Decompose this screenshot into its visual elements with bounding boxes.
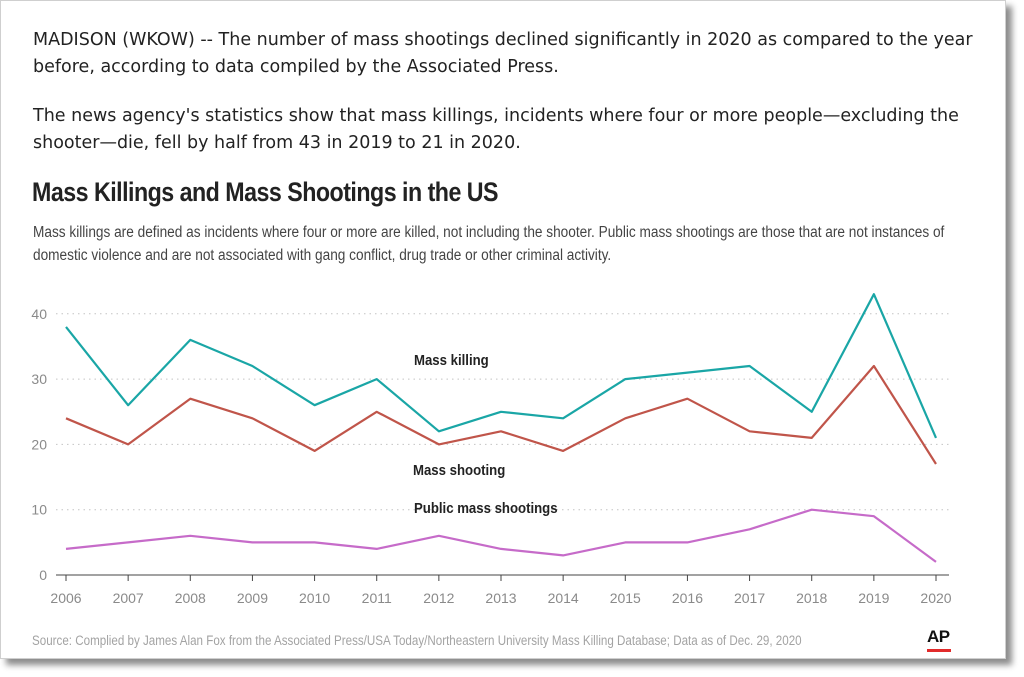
ap-logo-text: AP (927, 627, 950, 646)
chart-subtitle: Mass killings are defined as incidents w… (33, 224, 945, 264)
series-line-public-mass-shootings (65, 508, 937, 563)
chart-title: Mass Killings and Mass Shootings in the … (32, 177, 499, 207)
x-tick-label: 2020 (920, 590, 951, 606)
x-tick-label: 2009 (237, 590, 268, 606)
line-chart: 0 10 20 30 40 2006 2007 2008 2009 2010 2011 2012 201… (31, 293, 952, 606)
series-line-mass-killing (65, 293, 938, 439)
x-tick-label: 2007 (113, 590, 144, 606)
article-paragraph-2: The news agency's statistics show that m… (33, 106, 959, 153)
ap-logo-underline (927, 649, 951, 652)
chart-source: Source: Complied by James Alan Fox from … (32, 633, 802, 648)
y-tick-label: 20 (31, 436, 47, 452)
x-tick-label: 2015 (610, 590, 641, 606)
y-tick-label: 0 (39, 567, 47, 583)
series-line-mass-shooting (65, 364, 937, 465)
x-tick-label: 2019 (858, 590, 889, 606)
x-tick-label: 2014 (548, 590, 579, 606)
x-tick-label: 2006 (50, 590, 81, 606)
y-tick-label: 30 (31, 371, 47, 387)
x-tick-label: 2017 (734, 590, 765, 606)
x-tick-label: 2008 (175, 590, 206, 606)
y-tick-label: 40 (31, 306, 47, 322)
article-paragraph-1: MADISON (WKOW) -- The number of mass sho… (33, 30, 973, 77)
y-tick-label: 10 (31, 502, 47, 518)
article-card: MADISON (WKOW) -- The number of mass sho… (0, 0, 1006, 659)
ap-logo: AP (927, 627, 955, 655)
x-tick-label: 2011 (362, 590, 392, 606)
series-label-mass-killing: Mass killing (414, 351, 489, 368)
x-tick-label: 2010 (299, 590, 330, 606)
x-tick-label: 2018 (796, 590, 827, 606)
x-tick-label: 2012 (423, 590, 454, 606)
x-tick-label: 2013 (485, 590, 516, 606)
x-tick-label: 2016 (672, 590, 703, 606)
series-label-mass-shooting: Mass shooting (413, 461, 505, 478)
series-label-public-mass-shootings: Public mass shootings (414, 499, 558, 516)
